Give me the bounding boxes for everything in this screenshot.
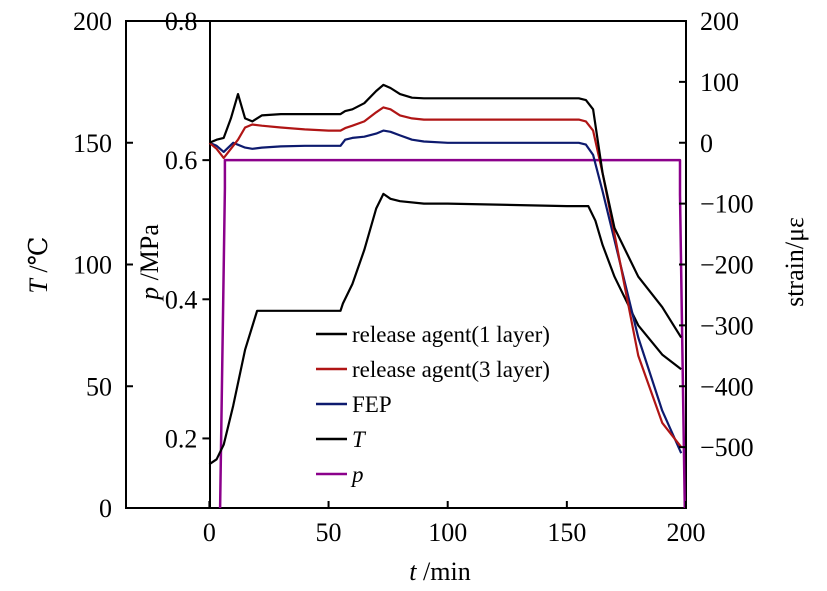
y-right-tick-label: −100	[700, 190, 754, 219]
y-p-tick-label: 0.2	[165, 424, 198, 453]
x-tick-label: 200	[667, 518, 706, 547]
y-right-tick-label: 100	[700, 68, 739, 97]
series-line-release-agent-1-layer	[208, 83, 683, 339]
y-label-right: strain/με	[780, 217, 809, 307]
y-right-tick-label: −200	[700, 251, 754, 280]
y-left-tick-label: 150	[73, 129, 112, 158]
y-right-tick-label: −300	[700, 311, 754, 340]
series-layer	[208, 83, 687, 509]
y-label-left: T /℃	[24, 236, 53, 293]
y-left-tick-label: 50	[86, 372, 112, 401]
y-left-tick-label: 200	[73, 7, 112, 36]
y-left-tick-label: 0	[99, 494, 112, 523]
legend-label-release-agent-3-layer: release agent(3 layer)	[352, 357, 550, 382]
x-tick-label: 50	[316, 518, 342, 547]
x-label: t /min	[409, 557, 470, 586]
x-tick-label: 0	[203, 518, 216, 547]
y-left-tick-label: 100	[73, 251, 112, 280]
series-line-release-agent-3-layer	[208, 106, 683, 448]
y-label-p: p /MPa	[135, 224, 164, 302]
y-p-tick-label: 0.6	[165, 146, 198, 175]
legend-label-fep: FEP	[352, 392, 392, 417]
legend-label-t: T	[352, 427, 367, 452]
tick-layer: 0 50 100 150 200 0 50 100 150 200 0.2 0.4 0.6 0.8 −500…	[73, 7, 754, 547]
y-right-tick-label: 200	[700, 7, 739, 36]
y-p-tick-label: 0.8	[165, 7, 198, 36]
series-line-fep	[208, 129, 683, 454]
y-right-tick-label: 0	[700, 129, 713, 158]
y-p-tick-label: 0.4	[165, 285, 198, 314]
legend-label-p: p	[350, 462, 364, 487]
x-tick-label: 150	[547, 518, 586, 547]
x-tick-label: 100	[428, 518, 467, 547]
y-right-tick-label: −400	[700, 372, 754, 401]
legend-label-release-agent-1-layer: release agent(1 layer)	[352, 322, 550, 347]
series-line-t	[208, 192, 682, 466]
y-right-tick-label: −500	[700, 433, 754, 462]
series-line-p	[218, 158, 687, 509]
legend: release agent(1 layer) release agent(3 la…	[316, 322, 550, 487]
